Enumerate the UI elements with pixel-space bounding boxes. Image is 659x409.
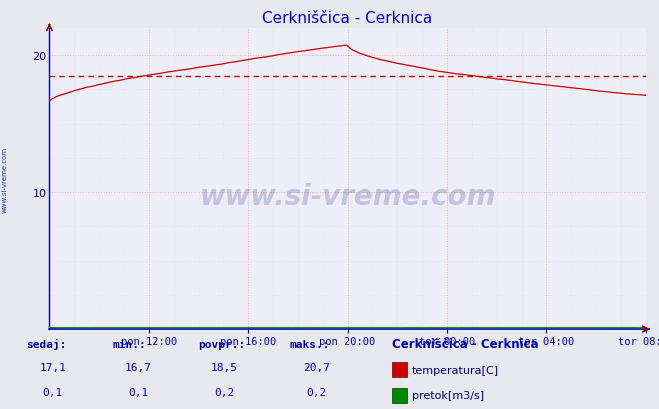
Bar (392, 362, 407, 377)
Text: sedaj:: sedaj: (26, 338, 67, 349)
Text: temperatura[C]: temperatura[C] (412, 365, 499, 375)
Bar (392, 388, 407, 403)
Text: maks.:: maks.: (290, 339, 330, 349)
Text: 0,2: 0,2 (306, 387, 326, 398)
Text: www.si-vreme.com: www.si-vreme.com (200, 183, 496, 211)
Text: 0,1: 0,1 (43, 387, 63, 398)
Text: 16,7: 16,7 (125, 362, 152, 372)
Text: 0,2: 0,2 (214, 387, 234, 398)
Text: Cerkniščica - Cerknica: Cerkniščica - Cerknica (392, 337, 538, 350)
Text: 20,7: 20,7 (303, 362, 330, 372)
Text: 17,1: 17,1 (40, 362, 66, 372)
Text: povpr.:: povpr.: (198, 339, 245, 349)
Text: min.:: min.: (112, 339, 146, 349)
Text: 0,1: 0,1 (129, 387, 148, 398)
Title: Cerkniščica - Cerknica: Cerkniščica - Cerknica (262, 11, 433, 26)
Text: pretok[m3/s]: pretok[m3/s] (412, 391, 484, 400)
Text: www.si-vreme.com: www.si-vreme.com (2, 147, 8, 213)
Text: 18,5: 18,5 (211, 362, 237, 372)
